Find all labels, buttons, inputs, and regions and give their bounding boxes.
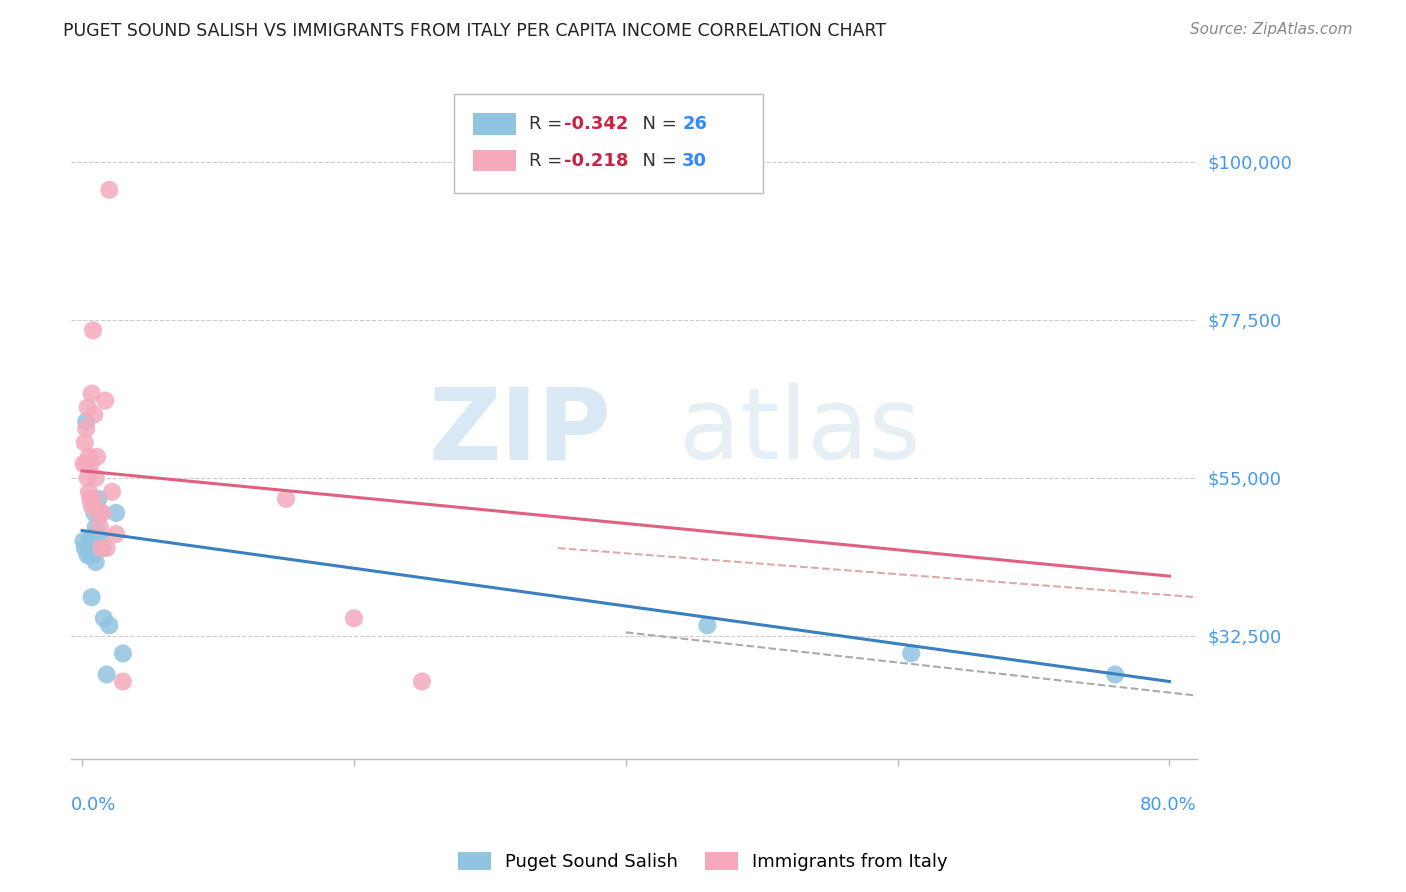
Point [90,541,112,555]
Point [89,506,111,520]
Point [84,520,107,534]
Point [274,491,297,506]
Point [84,471,107,485]
Point [696,618,718,632]
Point [94,393,117,408]
Point [79,548,101,562]
Text: -0.218: -0.218 [564,152,628,169]
Point [111,647,134,661]
Point [72,457,94,471]
Point [111,674,134,689]
Point [73,541,96,555]
Point [91,506,114,520]
Text: ZIP: ZIP [429,384,612,480]
Point [79,491,101,506]
Point [86,527,108,541]
Point [98,618,121,632]
Point [105,527,128,541]
Text: PUGET SOUND SALISH VS IMMIGRANTS FROM ITALY PER CAPITA INCOME CORRELATION CHART: PUGET SOUND SALISH VS IMMIGRANTS FROM IT… [63,22,886,40]
Point [72,534,94,549]
Legend: Puget Sound Salish, Immigrants from Italy: Puget Sound Salish, Immigrants from Ital… [451,845,955,879]
Point [76,401,98,415]
Point [105,506,128,520]
Point [82,323,104,337]
Text: 30: 30 [682,152,707,169]
Point [84,555,107,569]
Point [89,520,111,534]
FancyBboxPatch shape [454,95,763,194]
Point [82,491,104,506]
Point [343,611,366,625]
Point [80,531,103,545]
Point [77,484,100,499]
Point [83,506,105,520]
Text: atlas: atlas [679,384,921,480]
Point [82,548,104,562]
Point [98,183,121,197]
Point [411,674,433,689]
Text: Source: ZipAtlas.com: Source: ZipAtlas.com [1189,22,1353,37]
Point [83,408,105,422]
Point [80,386,103,401]
Point [79,534,101,549]
Point [79,457,101,471]
FancyBboxPatch shape [472,150,516,171]
Point [75,415,97,429]
Point [90,534,112,549]
Point [87,491,110,506]
Text: 80.0%: 80.0% [1140,797,1197,814]
Text: 26: 26 [682,115,707,133]
Point [76,471,98,485]
Point [87,506,110,520]
Point [76,548,98,562]
Point [93,611,115,625]
Point [96,541,118,555]
Point [1104,667,1126,681]
Text: R =: R = [529,152,568,169]
Text: 0.0%: 0.0% [72,797,117,814]
Point [77,450,100,464]
Point [91,541,114,555]
Text: N =: N = [630,152,682,169]
Point [96,667,118,681]
Point [86,450,108,464]
Point [101,484,124,499]
Point [75,422,97,436]
FancyBboxPatch shape [472,113,516,135]
Text: -0.342: -0.342 [564,115,628,133]
Text: N =: N = [630,115,682,133]
Point [77,534,100,549]
Point [80,499,103,513]
Point [75,457,97,471]
Text: R =: R = [529,115,568,133]
Point [73,435,96,450]
Point [80,591,103,605]
Point [900,647,922,661]
